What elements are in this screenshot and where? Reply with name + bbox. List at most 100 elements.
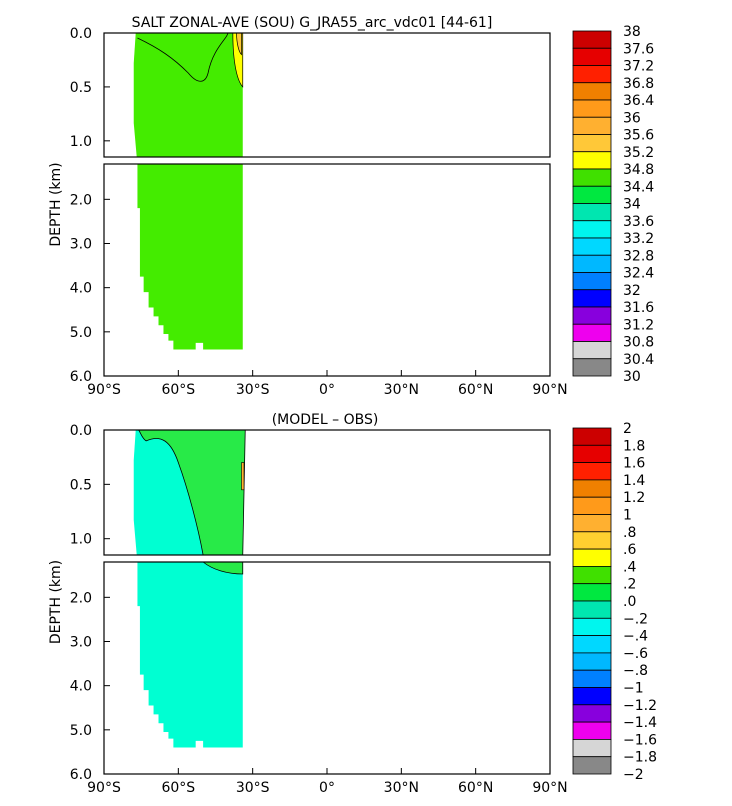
colorbar-label: 32.8 — [623, 248, 654, 264]
y-tick-label: 0.5 — [70, 80, 92, 96]
colorbar-label: 36.8 — [623, 76, 654, 92]
x-tick-label: 90°N — [532, 780, 567, 796]
colorbar-swatch — [572, 65, 612, 84]
colorbar-swatch — [572, 600, 612, 619]
colorbar-swatch — [572, 168, 612, 187]
colorbar-swatch — [572, 444, 612, 463]
y-tick-label: 6.0 — [70, 369, 92, 385]
colorbar-swatch — [572, 341, 612, 360]
colorbar-label: .6 — [623, 542, 636, 558]
colorbar-swatch — [572, 323, 612, 342]
x-tick-label: 30°N — [384, 780, 419, 796]
contour-line — [137, 32, 229, 82]
y-tick-label: 5.0 — [70, 325, 92, 341]
chart-panel-1: SALT ZONAL-AVE (SOU) G_JRA55_arc_vdc01 [… — [48, 15, 654, 398]
colorbar-swatch — [572, 617, 612, 636]
colorbar-swatch — [572, 289, 612, 308]
upper-axes-frame — [103, 429, 551, 556]
colorbar-swatch — [572, 47, 612, 66]
surface-anomaly-spot — [241, 462, 245, 491]
colorbar-swatch — [572, 721, 612, 740]
colorbar-swatch — [572, 583, 612, 602]
colorbar-label: 1.2 — [623, 490, 645, 506]
x-tick-label: 90°N — [532, 382, 567, 398]
field-upper — [133, 33, 243, 157]
colorbar-swatch — [572, 479, 612, 498]
y-tick-label: 3.0 — [70, 635, 92, 651]
colorbar-swatch — [572, 635, 612, 654]
colorbar-label: 36 — [623, 110, 641, 126]
colorbar-label: .0 — [623, 594, 636, 610]
field-lower — [137, 164, 243, 350]
colorbar-label: 34.8 — [623, 162, 654, 178]
colorbar-label: 1.8 — [623, 438, 645, 454]
x-tick-label: 0° — [319, 780, 335, 796]
colorbar-swatch — [572, 272, 612, 291]
colorbar-swatch — [572, 652, 612, 671]
colorbar-label: 30.4 — [623, 352, 654, 368]
colorbar-swatch — [572, 496, 612, 515]
colorbar-label: −2 — [623, 767, 644, 783]
y-axis-label: DEPTH (km) — [48, 162, 64, 246]
colorbar-label: 33.2 — [623, 231, 654, 247]
colorbar-swatch — [572, 237, 612, 256]
colorbar-label: 38 — [623, 24, 641, 40]
x-tick-label: 0° — [319, 382, 335, 398]
y-tick-label: 3.0 — [70, 237, 92, 253]
colorbar-swatch — [572, 548, 612, 567]
chart-title: SALT ZONAL-AVE (SOU) G_JRA55_arc_vdc01 [… — [132, 15, 493, 31]
colorbar-swatch — [572, 306, 612, 325]
colorbar-swatch — [572, 134, 612, 153]
colorbar-label: 30 — [623, 369, 641, 385]
y-tick-label: 0.0 — [70, 26, 92, 42]
colorbar-swatch — [572, 30, 612, 49]
y-tick-label: 0.0 — [70, 423, 92, 439]
x-tick-label: 30°S — [236, 382, 270, 398]
x-tick-label: 60°N — [458, 780, 493, 796]
colorbar-label: 31.2 — [623, 317, 654, 333]
colorbar-label: −1.8 — [623, 750, 657, 766]
y-tick-label: 2.0 — [70, 192, 92, 208]
colorbar-swatch — [572, 427, 612, 446]
colorbar-label: −1.4 — [623, 715, 657, 731]
x-tick-label: 60°N — [458, 382, 493, 398]
chart-panel-2: (MODEL – OBS)0.00.51.02.03.04.05.06.0DEP… — [48, 412, 657, 796]
colorbar-label: 37.6 — [623, 41, 654, 57]
colorbar-label: 2 — [623, 421, 632, 437]
colorbar-swatch — [572, 756, 612, 775]
y-tick-label: 2.0 — [70, 590, 92, 606]
y-tick-label: 0.5 — [70, 477, 92, 493]
colorbar-label: .2 — [623, 577, 636, 593]
colorbar-label: 1.4 — [623, 473, 645, 489]
y-tick-label: 1.0 — [70, 134, 92, 150]
colorbar-label: −.4 — [623, 629, 648, 645]
colorbar-swatch — [572, 704, 612, 723]
y-axis-label: DEPTH (km) — [48, 560, 64, 644]
high-salinity-core — [236, 32, 242, 56]
colorbar-label: 31.6 — [623, 300, 654, 316]
colorbar-swatch — [572, 151, 612, 170]
colorbar-label: 30.8 — [623, 335, 654, 351]
colorbar-swatch — [572, 462, 612, 481]
field-lower — [137, 562, 243, 748]
colorbar-swatch — [572, 254, 612, 273]
colorbar-swatch — [572, 220, 612, 239]
colorbar-label: 34 — [623, 197, 641, 213]
colorbar-swatch — [572, 531, 612, 550]
colorbar-label: 36.4 — [623, 93, 654, 109]
colorbar-label: .4 — [623, 559, 636, 575]
y-tick-label: 4.0 — [70, 281, 92, 297]
colorbar-label: 35.2 — [623, 145, 654, 161]
colorbar-label: −.2 — [623, 611, 648, 627]
colorbar-label: 32.4 — [623, 266, 654, 282]
colorbar-swatch — [572, 99, 612, 118]
colorbar-label: −.8 — [623, 663, 648, 679]
colorbar-swatch — [572, 185, 612, 204]
colorbar-label: 33.6 — [623, 214, 654, 230]
colorbar-swatch — [572, 116, 612, 135]
colorbar-label: 35.6 — [623, 128, 654, 144]
x-tick-label: 30°S — [236, 780, 270, 796]
x-tick-label: 90°S — [87, 382, 121, 398]
upper-axes-frame — [103, 32, 551, 158]
